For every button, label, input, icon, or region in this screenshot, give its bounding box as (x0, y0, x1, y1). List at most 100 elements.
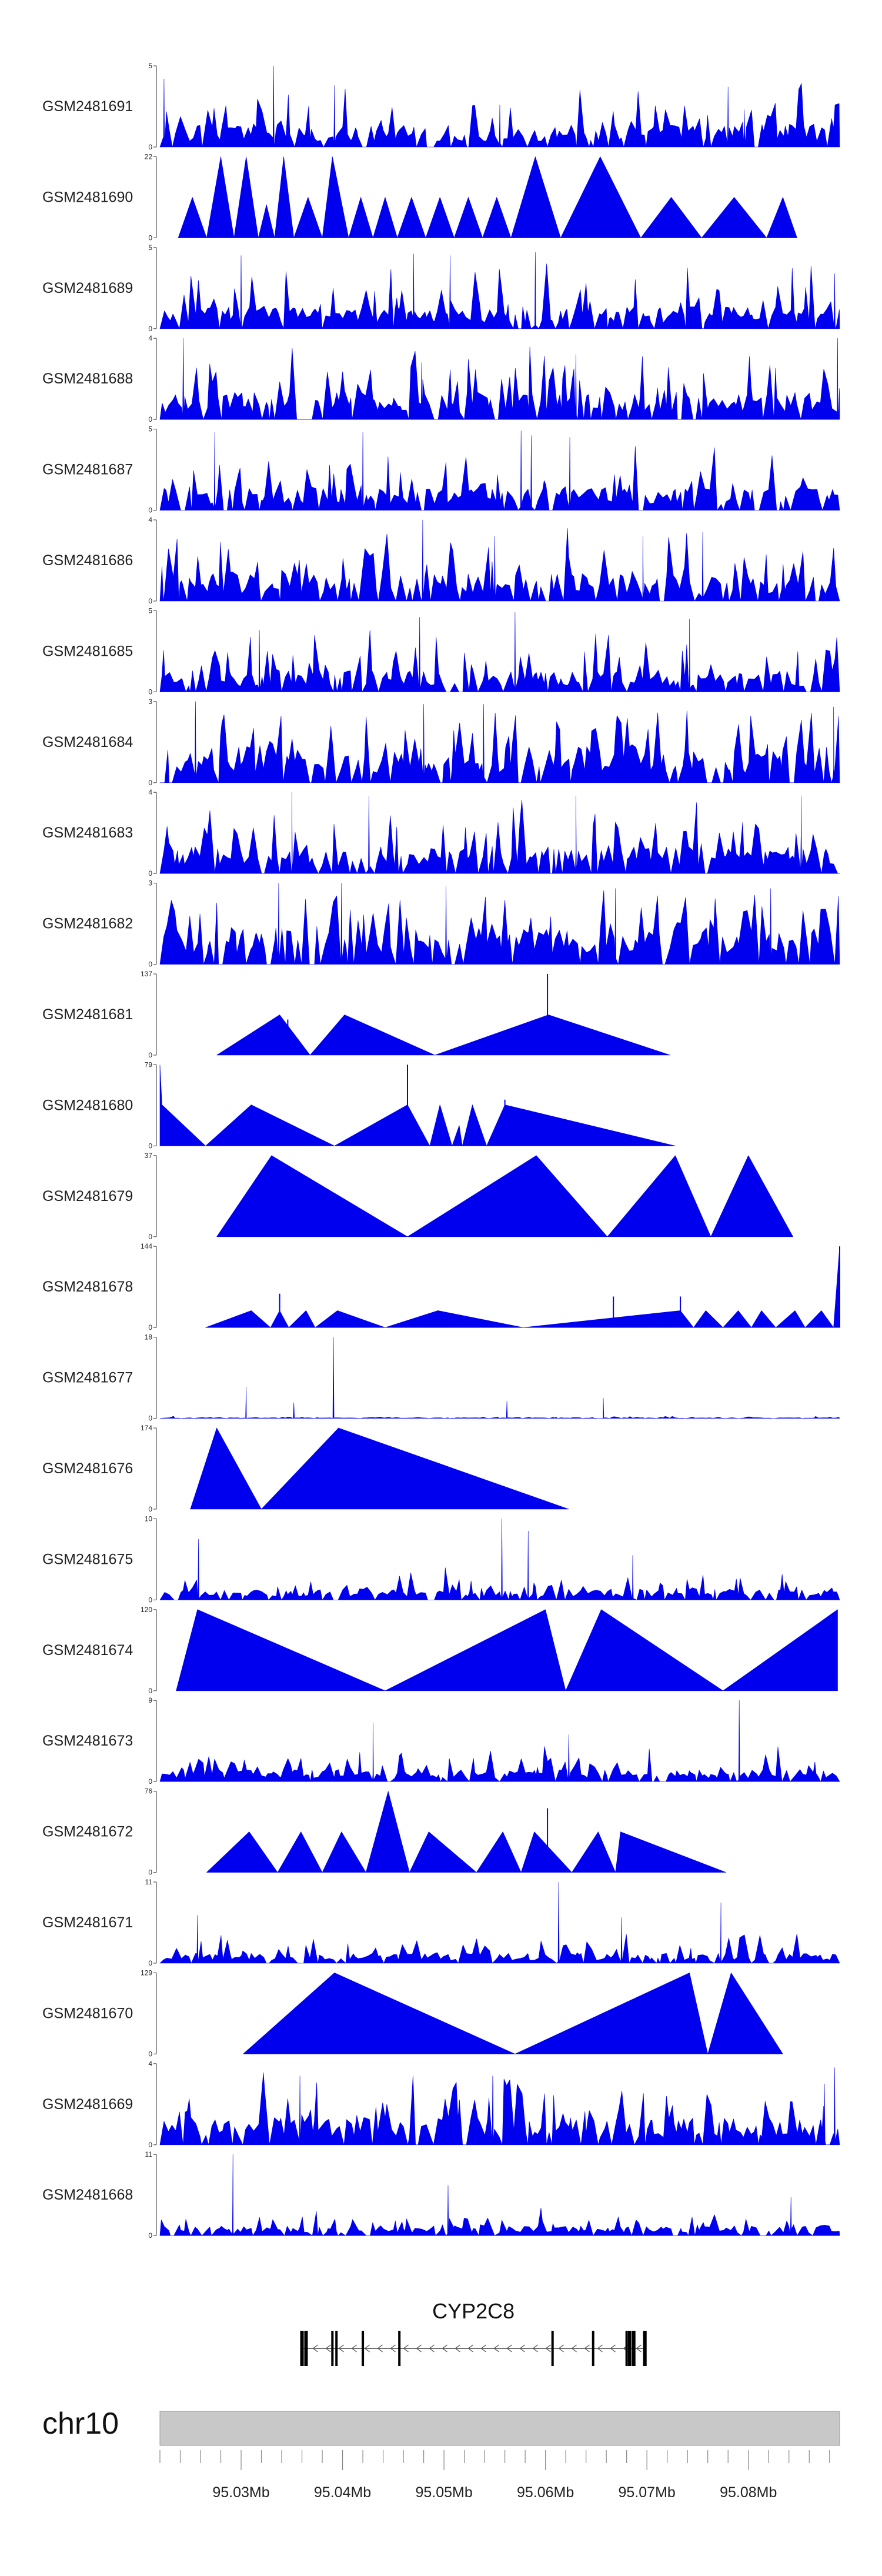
y-max-label: 3 (148, 698, 152, 706)
track-label: GSM2481678 (42, 1279, 133, 1295)
strand-arrow (338, 2344, 344, 2353)
track-gsm2481676: GSM2481676 174 0 (42, 1424, 569, 1513)
y-min-label: 0 (148, 325, 152, 333)
y-min-label: 0 (148, 1505, 152, 1513)
track-label: GSM2481683 (42, 825, 133, 841)
y-max-label: 9 (148, 1696, 152, 1704)
y-min-label: 0 (148, 1323, 152, 1332)
track-label: GSM2481676 (42, 1460, 133, 1477)
track-gsm2481680: GSM2481680 79 0 (42, 1060, 676, 1150)
y-max-label: 174 (141, 1424, 152, 1432)
y-min-label: 0 (148, 1596, 152, 1604)
gene-exon (398, 2331, 401, 2366)
strand-arrow (532, 2344, 538, 2353)
track-label: GSM2481669 (42, 2096, 133, 2113)
y-min-label: 0 (148, 1142, 152, 1150)
strand-arrow (455, 2344, 460, 2353)
y-min-label: 0 (148, 2141, 152, 2149)
y-min-label: 0 (148, 960, 152, 969)
y-max-label: 5 (148, 243, 152, 252)
y-min-label: 0 (148, 779, 152, 787)
y-max-label: 5 (148, 606, 152, 615)
y-max-label: 3 (148, 879, 152, 887)
y-min-label: 0 (148, 597, 152, 605)
y-max-label: 5 (148, 62, 152, 70)
gene-name-label: CYP2C8 (432, 2299, 514, 2323)
track-gsm2481671: GSM2481671 11 0 (42, 1878, 840, 1967)
coverage-area (216, 1015, 671, 1056)
coverage-tracks: GSM248169150GSM2481690220GSM248168950GSM… (42, 62, 840, 2240)
track-label: GSM2481685 (42, 643, 133, 659)
y-max-label: 144 (141, 1242, 152, 1250)
y-min-label: 0 (148, 869, 152, 877)
coverage-area (159, 1700, 840, 1782)
strand-arrow (390, 2344, 396, 2353)
strand-arrow (584, 2344, 590, 2353)
strand-arrow (442, 2344, 447, 2353)
y-max-label: 22 (145, 152, 153, 161)
y-max-label: 4 (148, 334, 152, 342)
strand-arrow (351, 2344, 357, 2353)
y-max-label: 137 (141, 970, 152, 978)
coverage-area (159, 1065, 676, 1146)
strand-arrow (325, 2344, 331, 2353)
track-label: GSM2481686 (42, 552, 133, 569)
coverage-area (159, 2154, 840, 2236)
y-min-label: 0 (148, 415, 152, 423)
track-gsm2481674: GSM2481674 120 0 (42, 1606, 838, 1695)
track-label: GSM2481679 (42, 1188, 133, 1204)
coverage-area (190, 1427, 569, 1510)
gene-exon (632, 2331, 636, 2366)
y-min-label: 0 (148, 1233, 152, 1241)
track-label: GSM2481682 (42, 916, 133, 932)
y-min-label: 0 (148, 2050, 152, 2058)
chromosome-ideogram-band (159, 2411, 840, 2446)
x-tick-label: 95.08Mb (720, 2484, 777, 2501)
strand-arrow (545, 2344, 551, 2353)
y-max-label: 18 (145, 1333, 153, 1342)
track-label: GSM2481673 (42, 1733, 133, 1749)
track-gsm2481678: GSM2481678 144 0 (42, 1242, 840, 1332)
x-tick-label: 95.03Mb (212, 2484, 269, 2501)
track-label: GSM2481690 (42, 189, 133, 205)
track-gsm2481688: GSM2481688 4 0 (42, 334, 840, 423)
y-max-label: 76 (145, 1787, 153, 1796)
strand-arrow (519, 2344, 525, 2353)
y-min-label: 0 (148, 1414, 152, 1423)
y-max-label: 4 (148, 2060, 152, 2068)
strand-arrow (571, 2344, 577, 2353)
coverage-area (176, 1609, 838, 1691)
gene-exon (625, 2331, 628, 2366)
coverage-area (159, 431, 840, 510)
track-gsm2481683: GSM2481683 4 0 (42, 788, 840, 877)
y-min-label: 0 (148, 1959, 152, 1967)
y-max-label: 79 (145, 1060, 153, 1069)
coverage-area (159, 338, 840, 420)
track-gsm2481691: GSM2481691 5 0 (42, 62, 840, 151)
track-label: GSM2481680 (42, 1097, 133, 1113)
track-gsm2481669: GSM2481669 4 0 (42, 2060, 840, 2149)
track-label: GSM2481668 (42, 2187, 133, 2203)
track-gsm2481685: GSM2481685 5 0 (42, 606, 840, 696)
y-max-label: 129 (141, 1968, 152, 1977)
track-label: GSM2481675 (42, 1551, 133, 1567)
y-min-label: 0 (148, 1051, 152, 1059)
y-min-label: 0 (148, 1777, 152, 1786)
y-min-label: 0 (148, 688, 152, 696)
coverage-area (206, 1791, 727, 1873)
coverage-area (178, 156, 797, 238)
strand-arrow (416, 2344, 422, 2353)
track-gsm2481677: GSM2481677 18 0 (42, 1333, 840, 1423)
track-gsm2481675: GSM2481675 10 0 (42, 1514, 840, 1604)
coverage-area (159, 1881, 840, 1964)
coverage-area (159, 883, 840, 965)
gene-exon (592, 2331, 594, 2366)
strand-arrow (364, 2344, 370, 2353)
gene-exon (300, 2331, 304, 2366)
track-label: GSM2481674 (42, 1642, 133, 1659)
strand-arrow (467, 2344, 473, 2353)
strand-arrow (636, 2344, 642, 2353)
y-min-label: 0 (148, 233, 152, 242)
y-min-label: 0 (148, 1687, 152, 1695)
